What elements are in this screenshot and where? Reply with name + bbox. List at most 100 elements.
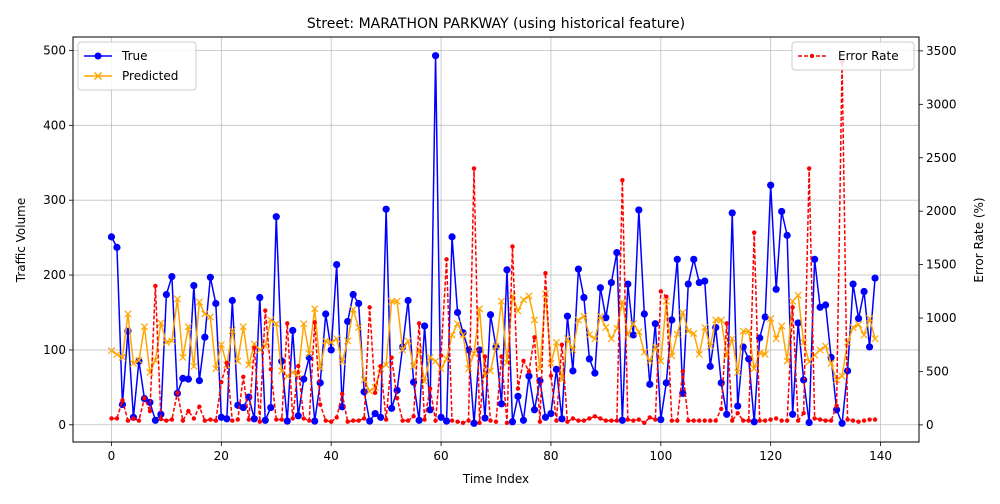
data-point-error-rate — [466, 418, 471, 423]
data-point-error-rate — [559, 342, 565, 347]
data-point-true — [486, 311, 495, 319]
data-point-predicted — [530, 316, 539, 324]
data-point-predicted — [607, 335, 615, 343]
x-axis-label: Time Index — [462, 472, 529, 486]
data-point-error-rate — [730, 418, 735, 423]
data-point-true — [706, 362, 714, 370]
data-point-predicted — [217, 341, 225, 349]
data-point-true — [289, 326, 297, 335]
data-point-true — [624, 280, 632, 288]
x-tick-label: 60 — [433, 449, 448, 463]
y2-axis-label: Error Rate (%) — [972, 197, 986, 282]
data-point-true — [316, 379, 324, 387]
data-point-predicted — [514, 307, 522, 315]
data-point-true — [431, 52, 440, 60]
data-point-error-rate — [548, 373, 554, 378]
data-point-predicted — [113, 350, 121, 359]
data-point-predicted — [821, 342, 830, 350]
data-point-predicted — [333, 335, 341, 343]
data-point-error-rate — [224, 360, 230, 366]
data-point-error-rate — [669, 418, 674, 423]
data-point-error-rate — [872, 417, 878, 422]
data-point-error-rate — [828, 418, 834, 423]
data-point-error-rate — [790, 305, 795, 310]
data-point-predicted — [486, 367, 495, 375]
data-point-error-rate — [449, 418, 455, 423]
data-point-predicted — [750, 365, 758, 373]
data-point-error-rate — [230, 418, 235, 423]
data-point-error-rate — [697, 418, 702, 423]
x-tick-label: 80 — [543, 449, 558, 463]
data-point-error-rate — [587, 416, 592, 421]
data-point-true — [816, 303, 824, 311]
data-point-error-rate — [175, 390, 180, 396]
data-point-true — [179, 374, 187, 382]
data-point-true — [602, 314, 610, 322]
data-point-predicted — [497, 297, 506, 305]
data-point-predicted — [717, 316, 725, 324]
data-point-predicted — [739, 327, 747, 335]
data-point-error-rate — [658, 289, 664, 294]
data-point-predicted — [706, 342, 714, 350]
data-point-true — [778, 207, 786, 216]
data-point-error-rate — [158, 416, 164, 422]
chart-title: Street: MARATHON PARKWAY (using historic… — [307, 16, 685, 32]
data-point-predicted — [234, 357, 242, 365]
series-line-predicted — [111, 293, 876, 392]
data-point-error-rate — [389, 355, 394, 360]
legend-true-marker — [94, 52, 102, 60]
data-point-error-rate — [647, 415, 653, 420]
data-point-error-rate — [581, 418, 587, 423]
data-point-true — [388, 404, 396, 412]
data-point-predicted — [190, 362, 198, 371]
data-point-true — [805, 418, 813, 427]
data-point-error-rate — [361, 416, 367, 421]
data-point-predicted — [794, 291, 802, 299]
data-point-predicted — [250, 340, 258, 348]
data-point-error-rate — [708, 418, 713, 423]
data-point-predicted — [569, 346, 577, 354]
data-point-predicted — [843, 338, 852, 347]
data-point-error-rate — [636, 417, 642, 422]
data-point-error-rate — [290, 416, 295, 421]
data-point-true — [420, 322, 429, 330]
data-point-predicted — [173, 295, 182, 303]
data-point-true — [613, 249, 621, 257]
data-point-error-rate — [515, 386, 521, 391]
data-point-predicted — [761, 350, 769, 359]
data-point-error-rate — [202, 418, 208, 423]
data-point-error-rate — [279, 417, 284, 422]
data-point-true — [514, 392, 522, 400]
data-point-true — [723, 410, 731, 418]
data-point-error-rate — [301, 416, 306, 421]
data-point-error-rate — [153, 283, 158, 289]
data-point-error-rate — [131, 416, 136, 421]
data-point-predicted — [355, 323, 363, 332]
data-point-true — [322, 310, 330, 318]
data-point-true — [629, 331, 637, 339]
data-point-true — [448, 233, 456, 241]
y2-tick-label: 500 — [926, 364, 949, 378]
data-point-predicted — [635, 328, 643, 336]
data-point-true — [646, 380, 654, 388]
data-point-error-rate — [773, 416, 779, 421]
data-point-true — [184, 375, 192, 383]
data-point-predicted — [338, 358, 346, 366]
data-point-predicted — [398, 346, 407, 354]
y2-tick-label: 2500 — [926, 151, 957, 165]
data-point-predicted — [431, 357, 440, 365]
data-point-true — [558, 415, 566, 423]
data-point-predicted — [129, 359, 138, 368]
data-point-predicted — [118, 353, 127, 362]
data-point-true — [415, 416, 423, 424]
x-tick-label: 40 — [324, 449, 339, 463]
data-point-true — [371, 409, 379, 418]
x-tick-label: 120 — [759, 449, 782, 463]
data-point-predicted — [245, 361, 253, 369]
data-point-true — [113, 243, 121, 251]
data-point-predicted — [871, 335, 879, 343]
data-point-true — [442, 417, 451, 425]
data-point-true — [591, 369, 599, 377]
data-point-error-rate — [142, 395, 147, 401]
data-point-error-rate — [268, 367, 273, 372]
